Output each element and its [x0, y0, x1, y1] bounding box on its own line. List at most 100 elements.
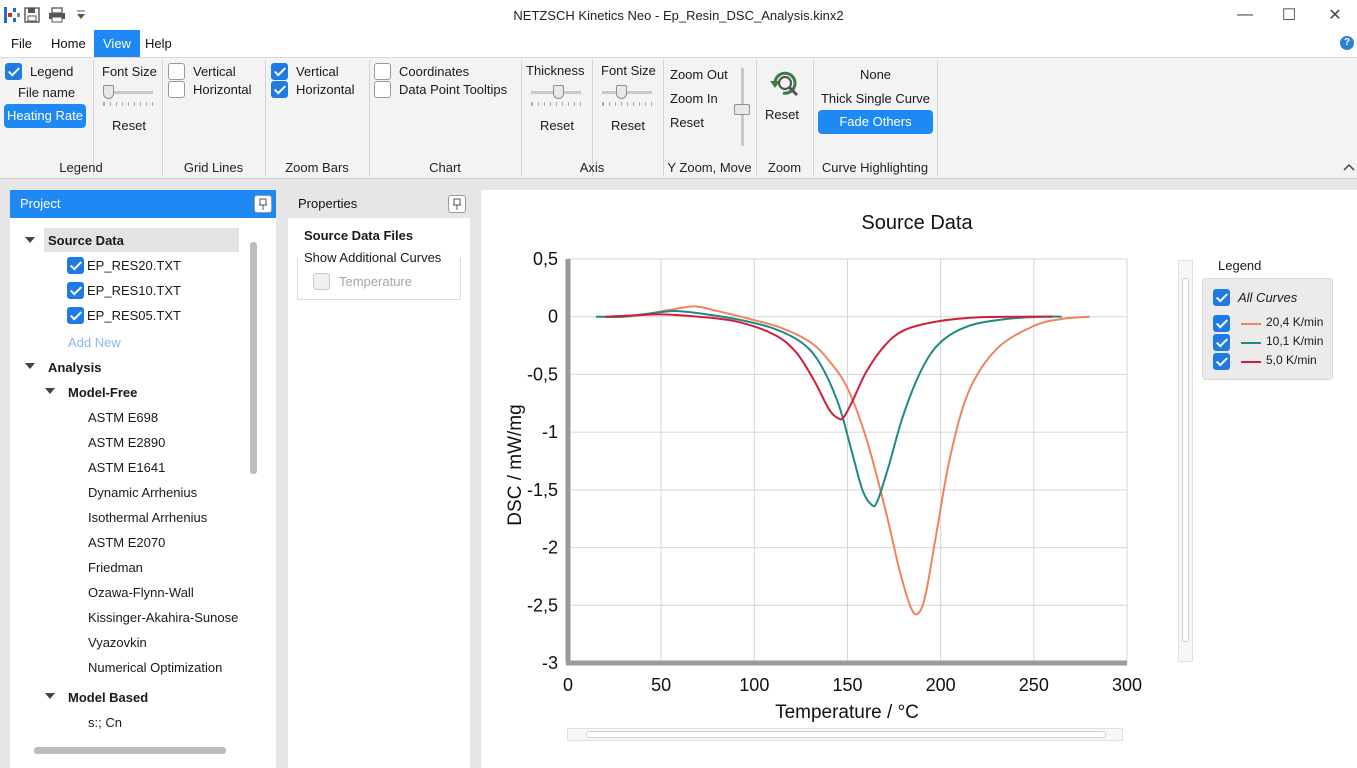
y-zoom-group-label: Y Zoom, Move: [667, 160, 752, 175]
y-move-slider[interactable]: [734, 104, 750, 115]
method-item[interactable]: Isothermal Arrhenius: [88, 510, 208, 525]
expand-model-based-icon[interactable]: [45, 693, 55, 699]
file-item-2[interactable]: EP_RES10.TXT: [87, 283, 181, 298]
print-icon[interactable]: [48, 7, 65, 23]
chart-title: Source Data: [861, 212, 973, 234]
y-tick-label: -3: [542, 653, 558, 673]
source-data-files-heading: Source Data Files: [304, 228, 414, 243]
project-pin-icon[interactable]: [254, 195, 272, 213]
grid-vertical-checkbox[interactable]: [168, 63, 185, 80]
highlight-none-option[interactable]: None: [859, 67, 892, 82]
project-horizontal-scrollbar[interactable]: [34, 747, 226, 754]
thickness-slider[interactable]: [553, 85, 564, 99]
x-tick-label: 150: [832, 675, 862, 695]
legend-checkbox-label: Legend: [30, 64, 74, 79]
add-new-link[interactable]: Add New: [68, 335, 121, 350]
tooltips-checkbox[interactable]: [374, 81, 391, 98]
method-item[interactable]: Kissinger-Akahira-Sunose: [88, 610, 239, 625]
temperature-checkbox[interactable]: [313, 273, 330, 290]
horizontal-zoom-thumb[interactable]: [586, 731, 1106, 738]
chart-group-label: Chart: [429, 160, 461, 175]
legend-swatch-1: [1241, 323, 1261, 325]
expand-analysis-icon[interactable]: [25, 363, 35, 369]
collapse-ribbon-icon[interactable]: [1343, 160, 1355, 171]
legend-reset-button[interactable]: Reset: [112, 118, 146, 133]
vertical-zoom-thumb[interactable]: [1182, 278, 1189, 642]
method-item[interactable]: Dynamic Arrhenius: [88, 485, 198, 500]
menu-help[interactable]: Help: [145, 36, 172, 51]
file-name-option[interactable]: File name: [18, 85, 76, 100]
project-vertical-scrollbar[interactable]: [250, 242, 257, 474]
minimize-button[interactable]: —: [1237, 6, 1253, 23]
quick-access-dropdown-icon[interactable]: [76, 7, 92, 23]
thickness-reset-button[interactable]: Reset: [540, 118, 574, 133]
legend-label-2: 10,1 K/min: [1266, 334, 1324, 348]
expand-source-data-icon[interactable]: [25, 237, 35, 243]
source-data-node[interactable]: Source Data: [48, 233, 124, 248]
method-item[interactable]: Friedman: [88, 560, 143, 575]
source-data-row[interactable]: [44, 228, 239, 252]
file-checkbox-1[interactable]: [67, 257, 84, 274]
grid-horizontal-checkbox[interactable]: [168, 81, 185, 98]
maximize-button[interactable]: ☐: [1281, 7, 1297, 24]
title-bar: NETZSCH Kinetics Neo - Ep_Resin_DSC_Anal…: [0, 0, 1357, 30]
method-item[interactable]: ASTM E1641: [88, 460, 166, 475]
zoom-reset-label[interactable]: Reset: [765, 107, 799, 122]
method-item[interactable]: Vyazovkin: [88, 635, 147, 650]
model-free-node[interactable]: Model-Free: [68, 385, 138, 400]
file-item-1[interactable]: EP_RES20.TXT: [87, 258, 181, 273]
legend-title: Legend: [1218, 258, 1262, 273]
zoom-bars-vertical-label: Vertical: [296, 64, 339, 79]
zoom-bars-vertical-checkbox[interactable]: [271, 63, 288, 80]
menu-file[interactable]: File: [11, 36, 32, 51]
zoom-bars-group-label: Zoom Bars: [285, 160, 349, 175]
method-item[interactable]: ASTM E2890: [88, 435, 166, 450]
close-button[interactable]: ✕: [1328, 7, 1342, 24]
heating-rate-option[interactable]: Heating Rate: [4, 104, 86, 128]
highlight-thick-option[interactable]: Thick Single Curve: [820, 91, 931, 106]
zoom-reset-icon[interactable]: [767, 67, 803, 103]
grid-horizontal-label: Horizontal: [193, 82, 252, 97]
coordinates-checkbox[interactable]: [374, 63, 391, 80]
series-line-3: [605, 313, 1053, 421]
zoom-out-button[interactable]: Zoom Out: [670, 67, 728, 82]
axis-font-slider[interactable]: [616, 85, 627, 99]
ribbon: Legend File name Heating Rate Font Size …: [0, 57, 1357, 179]
menu-view[interactable]: View: [94, 30, 140, 57]
y-zoom-reset-button[interactable]: Reset: [670, 115, 704, 130]
menu-home[interactable]: Home: [51, 36, 86, 51]
analysis-node[interactable]: Analysis: [48, 360, 102, 375]
legend-checkbox-3[interactable]: [1213, 353, 1230, 370]
axis-font-reset-button[interactable]: Reset: [611, 118, 645, 133]
method-item[interactable]: ASTM E2070: [88, 535, 166, 550]
file-checkbox-2[interactable]: [67, 282, 84, 299]
app-logo-icon: [4, 7, 20, 23]
x-tick-label: 300: [1112, 675, 1142, 695]
coordinates-label: Coordinates: [399, 64, 470, 79]
highlight-fade-option[interactable]: Fade Others: [818, 110, 933, 134]
legend-checkbox-1[interactable]: [1213, 315, 1230, 332]
method-item[interactable]: ASTM E698: [88, 410, 159, 425]
legend-checkbox-2[interactable]: [1213, 334, 1230, 351]
file-checkbox-3[interactable]: [67, 307, 84, 324]
method-item[interactable]: Ozawa-Flynn-Wall: [88, 585, 194, 600]
file-item-3[interactable]: EP_RES05.TXT: [87, 308, 181, 323]
zoom-in-button[interactable]: Zoom In: [670, 91, 718, 106]
save-icon[interactable]: [24, 7, 40, 23]
all-curves-checkbox[interactable]: [1213, 289, 1230, 306]
grid-group-label: Grid Lines: [183, 160, 244, 175]
y-tick-label: -1,5: [527, 480, 558, 500]
properties-pin-icon[interactable]: [448, 195, 466, 213]
zoom-bars-horizontal-checkbox[interactable]: [271, 81, 288, 98]
model-based-item[interactable]: s:; Cn: [88, 715, 122, 730]
legend-label-1: 20,4 K/min: [1266, 315, 1324, 329]
legend-checkbox[interactable]: [5, 63, 22, 80]
dsc-chart[interactable]: 0 50 100 150 200 250 300 0,5 0 -0,5 -1 -1,5 -2 -2,5 -3: [481, 190, 1357, 768]
chart-series: [595, 305, 1090, 616]
expand-model-free-icon[interactable]: [45, 388, 55, 394]
chart-panel: 0 50 100 150 200 250 300 0,5 0 -0,5 -1 -1,5 -2 -2,5 -3…: [481, 190, 1357, 768]
help-icon[interactable]: ?: [1340, 36, 1354, 50]
legend-font-slider[interactable]: [103, 85, 114, 99]
model-based-node[interactable]: Model Based: [68, 690, 149, 705]
method-item[interactable]: Numerical Optimization: [88, 660, 223, 675]
